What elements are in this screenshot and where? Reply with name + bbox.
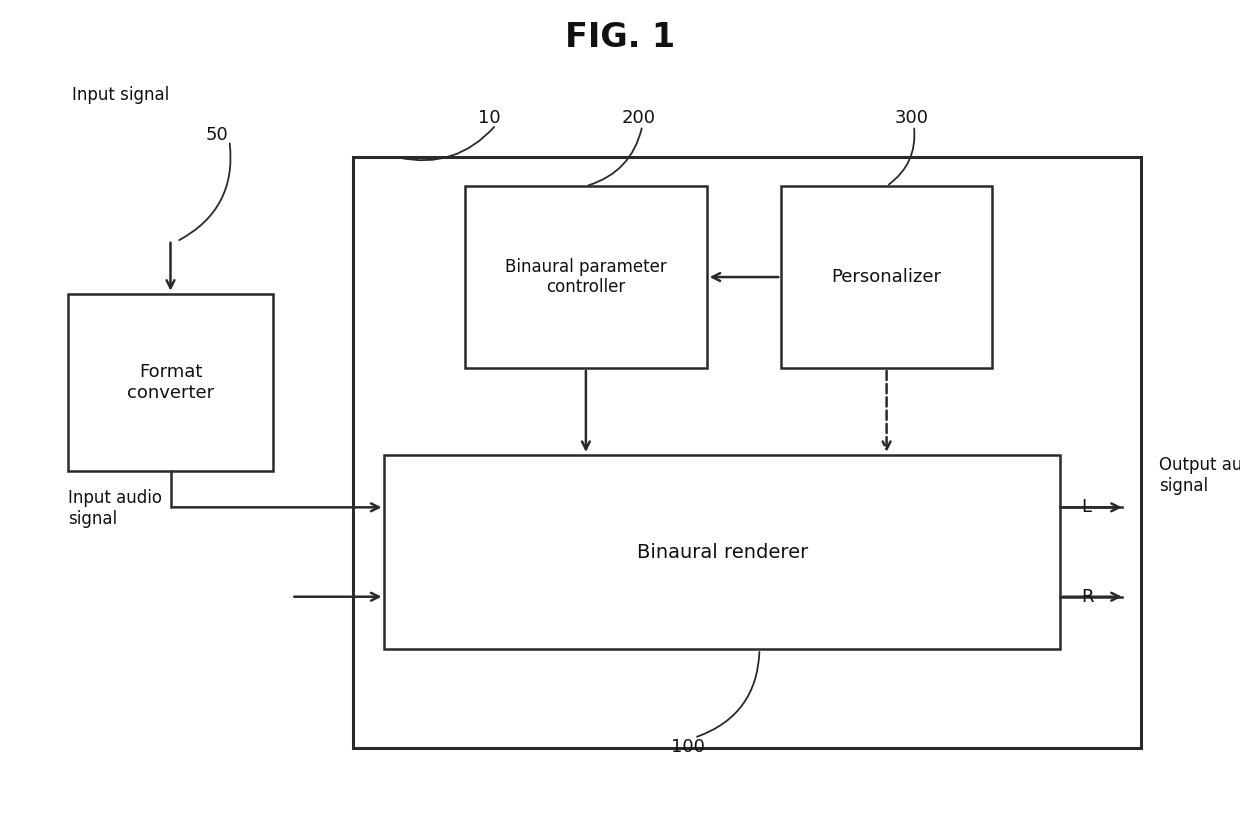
Text: Binaural renderer: Binaural renderer [636,543,808,562]
Bar [781,186,992,368]
Bar [68,294,273,471]
Text: 100: 100 [671,738,706,756]
Bar [353,157,1141,748]
Text: 200: 200 [621,109,656,127]
Text: 10: 10 [479,109,501,127]
Text: Input signal: Input signal [72,86,169,104]
Bar [384,455,1060,649]
Text: FIG. 1: FIG. 1 [565,21,675,54]
Text: Binaural parameter
controller: Binaural parameter controller [505,258,667,296]
Text: R: R [1081,588,1094,605]
Text: Format
converter: Format converter [126,363,215,402]
Text: 50: 50 [206,126,228,144]
Text: 300: 300 [894,109,929,127]
Text: Personalizer: Personalizer [832,268,941,286]
Text: Input audio
signal: Input audio signal [68,490,162,528]
Text: Output audio
signal: Output audio signal [1159,457,1240,495]
Bar [465,186,707,368]
Text: L: L [1081,499,1091,516]
